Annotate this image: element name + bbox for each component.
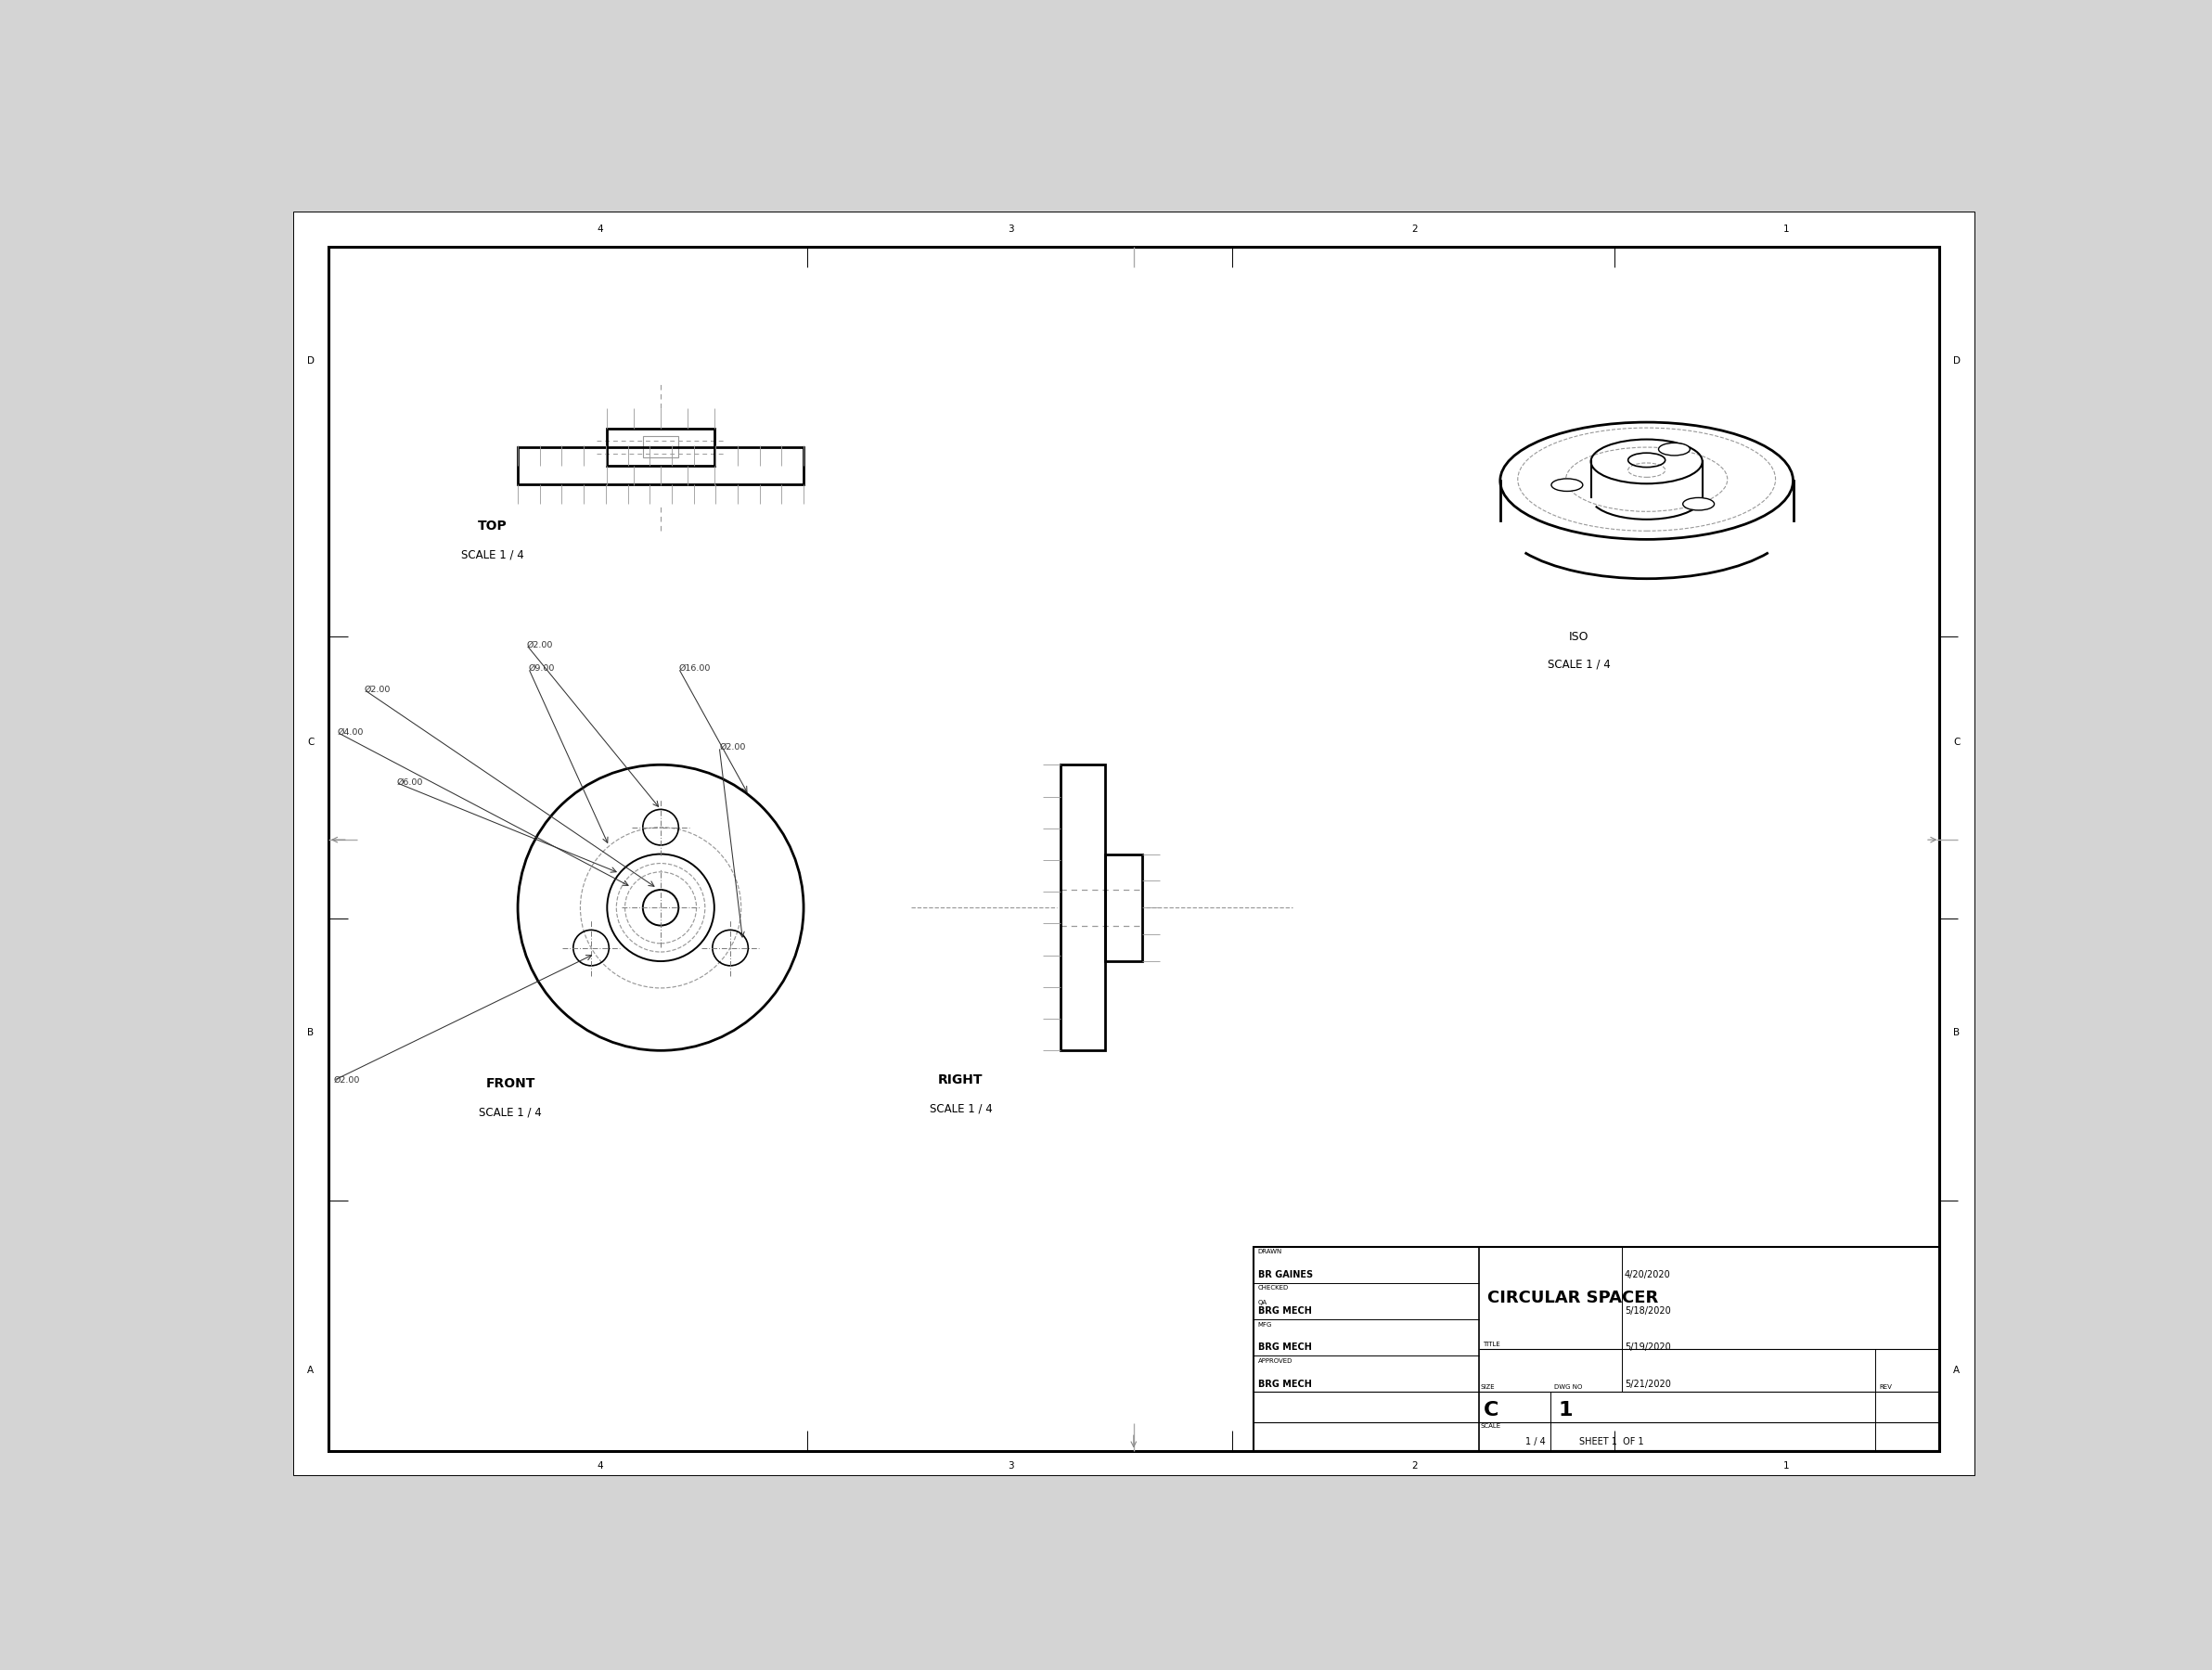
Text: REV: REV xyxy=(1880,1384,1893,1389)
Text: Ø9.00: Ø9.00 xyxy=(529,665,555,673)
Text: 3: 3 xyxy=(1009,1461,1013,1471)
Text: B: B xyxy=(307,1029,314,1037)
Text: Ø2.00: Ø2.00 xyxy=(526,641,553,650)
Text: BR GAINES: BR GAINES xyxy=(1259,1271,1314,1279)
Bar xyxy=(1062,765,1106,1050)
Text: SCALE: SCALE xyxy=(1480,1423,1500,1430)
Text: C: C xyxy=(307,736,314,746)
Text: Ø6.00: Ø6.00 xyxy=(396,778,422,787)
Text: Ø2.00: Ø2.00 xyxy=(719,743,745,752)
Text: C: C xyxy=(1484,1401,1500,1420)
Ellipse shape xyxy=(1659,443,1690,456)
Text: ISO: ISO xyxy=(1568,631,1588,643)
Text: B: B xyxy=(1953,1029,1960,1037)
Bar xyxy=(606,428,714,466)
Text: C: C xyxy=(1953,736,1960,746)
Text: DRAWN: DRAWN xyxy=(1259,1249,1283,1254)
Bar xyxy=(518,448,803,484)
Text: SCALE 1 / 4: SCALE 1 / 4 xyxy=(462,549,524,561)
Text: SHEET 1  OF 1: SHEET 1 OF 1 xyxy=(1579,1436,1644,1446)
Text: SIZE: SIZE xyxy=(1480,1384,1495,1389)
Text: 2: 2 xyxy=(1411,1461,1418,1471)
Text: Ø2.00: Ø2.00 xyxy=(365,686,392,695)
Text: CIRCULAR SPACER: CIRCULAR SPACER xyxy=(1486,1289,1659,1306)
Text: Ø16.00: Ø16.00 xyxy=(679,665,710,673)
Bar xyxy=(644,436,679,458)
Text: A: A xyxy=(1953,1366,1960,1374)
Text: 1: 1 xyxy=(1783,224,1790,234)
Ellipse shape xyxy=(1683,498,1714,511)
Text: CHECKED: CHECKED xyxy=(1259,1286,1290,1291)
Text: 4: 4 xyxy=(597,1461,604,1471)
Text: 1 / 4: 1 / 4 xyxy=(1524,1436,1546,1446)
Text: SCALE 1 / 4: SCALE 1 / 4 xyxy=(1548,658,1610,670)
Text: 1: 1 xyxy=(1783,1461,1790,1471)
Bar xyxy=(1106,853,1141,962)
Text: D: D xyxy=(1953,356,1960,366)
Ellipse shape xyxy=(1551,479,1584,491)
Text: A: A xyxy=(307,1366,314,1374)
Text: BRG MECH: BRG MECH xyxy=(1259,1306,1312,1316)
Text: 4: 4 xyxy=(597,224,604,234)
Text: 1: 1 xyxy=(1559,1401,1573,1420)
Text: QA: QA xyxy=(1259,1299,1267,1306)
Text: DWG NO: DWG NO xyxy=(1555,1384,1582,1389)
Text: 2: 2 xyxy=(1411,224,1418,234)
Text: MFG: MFG xyxy=(1259,1321,1272,1328)
Text: 3: 3 xyxy=(1009,224,1013,234)
Text: TOP: TOP xyxy=(478,519,507,533)
Text: 4/20/2020: 4/20/2020 xyxy=(1624,1271,1670,1279)
Text: D: D xyxy=(307,356,314,366)
Text: Ø4.00: Ø4.00 xyxy=(338,728,365,736)
Bar xyxy=(1254,1247,1940,1451)
Text: Ø2.00: Ø2.00 xyxy=(334,1077,361,1086)
Text: SCALE 1 / 4: SCALE 1 / 4 xyxy=(480,1106,542,1119)
Text: 5/19/2020: 5/19/2020 xyxy=(1624,1343,1670,1353)
Text: BRG MECH: BRG MECH xyxy=(1259,1343,1312,1353)
Text: APPROVED: APPROVED xyxy=(1259,1358,1292,1363)
Text: 5/18/2020: 5/18/2020 xyxy=(1624,1306,1670,1316)
Text: BRG MECH: BRG MECH xyxy=(1259,1379,1312,1388)
Text: 5/21/2020: 5/21/2020 xyxy=(1624,1379,1670,1388)
Text: TITLE: TITLE xyxy=(1482,1341,1500,1348)
Text: RIGHT: RIGHT xyxy=(938,1074,984,1086)
Text: FRONT: FRONT xyxy=(487,1077,535,1091)
Text: SCALE 1 / 4: SCALE 1 / 4 xyxy=(929,1102,993,1116)
